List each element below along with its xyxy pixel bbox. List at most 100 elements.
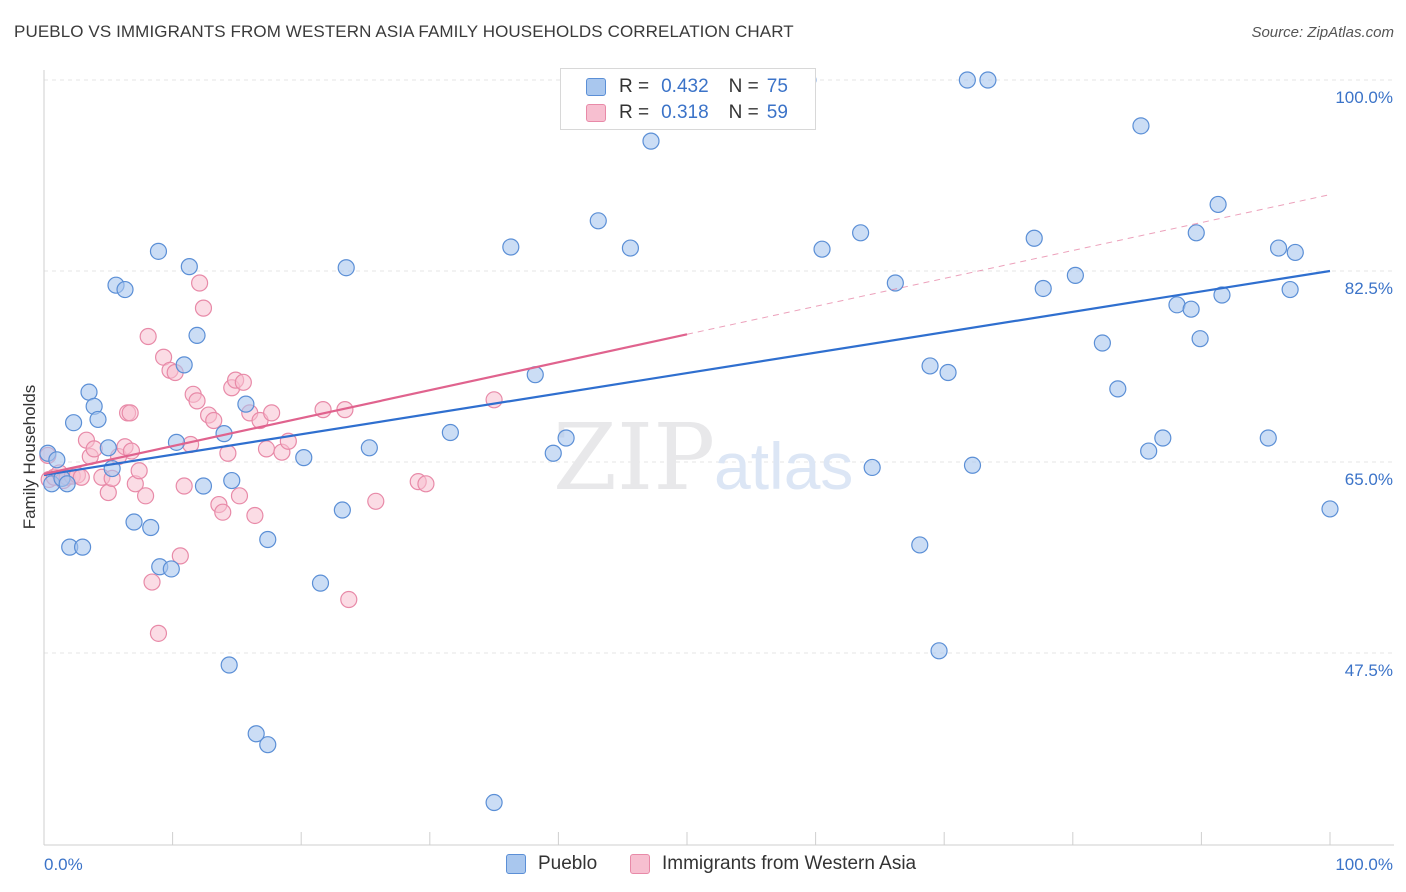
- pueblo-point: [175, 356, 193, 374]
- pueblo-point: [142, 518, 160, 537]
- legend-r-label: R =: [619, 102, 650, 123]
- immigrants-trend-extension: [686, 194, 1331, 335]
- pueblo-point: [544, 444, 562, 462]
- pueblo-point: [1132, 117, 1150, 135]
- pueblo-point: [295, 449, 313, 467]
- pueblo-point: [223, 471, 241, 490]
- pueblo-swatch-icon: [586, 78, 606, 96]
- x-tick-marks: [43, 832, 1331, 845]
- pueblo-point: [1191, 330, 1209, 348]
- legend-series-name: Pueblo: [538, 853, 598, 874]
- immigrants-point: [191, 274, 209, 292]
- immigrants-trend-line: [43, 333, 688, 476]
- pueblo-point: [1140, 442, 1158, 460]
- immigrants-legend-icon: [630, 854, 650, 874]
- legend-n-value: 75: [766, 76, 788, 97]
- immigrants-point: [85, 440, 103, 458]
- pueblo-point: [1093, 334, 1111, 352]
- immigrants-point: [214, 503, 232, 521]
- pueblo-point: [1209, 195, 1227, 214]
- pueblo-point: [259, 736, 277, 754]
- gridlines: [44, 79, 1394, 654]
- immigrants-point: [171, 547, 189, 565]
- immigrants-point: [230, 487, 249, 505]
- immigrants-point: [234, 373, 252, 391]
- immigrants-point: [149, 624, 168, 642]
- immigrants-point: [263, 404, 281, 422]
- immigrants-point: [194, 299, 213, 317]
- bottom-legend-immigrants: Immigrants from Western Asia: [630, 852, 916, 876]
- pueblo-point: [73, 538, 92, 556]
- legend-row-pueblo: R = 0.432 N = 75: [586, 75, 788, 99]
- pueblo-point: [1182, 300, 1200, 318]
- pueblo-point: [188, 326, 206, 344]
- immigrants-point: [246, 506, 264, 525]
- legend-row-immigrants: R = 0.318 N = 59: [586, 101, 788, 125]
- chart-title: PUEBLO VS IMMIGRANTS FROM WESTERN ASIA F…: [14, 22, 794, 41]
- x-tick-label-min: 0.0%: [44, 855, 83, 874]
- immigrants-swatch-icon: [586, 104, 606, 122]
- legend-r-value: 0.318: [661, 102, 709, 123]
- pueblo-point: [502, 238, 520, 256]
- watermark-zip: ZIP: [553, 404, 715, 511]
- pueblo-point: [162, 560, 180, 578]
- pueblo-point: [333, 501, 351, 519]
- y-tick-label: 100.0%: [1335, 88, 1393, 107]
- pueblo-point: [886, 274, 904, 292]
- pueblo-point: [80, 383, 98, 401]
- pueblo-point: [167, 433, 186, 451]
- pueblo-point: [58, 475, 76, 493]
- pueblo-point: [220, 656, 238, 674]
- immigrants-point: [99, 483, 117, 502]
- legend-series-name: Immigrants from Western Asia: [662, 853, 917, 874]
- immigrants-point: [130, 462, 148, 480]
- y-tick-label: 47.5%: [1345, 661, 1393, 680]
- pueblo-point: [259, 530, 277, 549]
- pueblo-point: [1259, 429, 1277, 447]
- pueblo-point: [89, 410, 107, 429]
- y-axis-label: Family Households: [20, 385, 39, 530]
- pueblo-point: [1034, 279, 1052, 298]
- trend-lines: [43, 194, 1331, 477]
- legend-r-label: R =: [619, 76, 650, 97]
- pueblo-legend-icon: [506, 854, 526, 874]
- pueblo-point: [852, 224, 870, 242]
- immigrants-point: [139, 327, 157, 346]
- pueblo-point: [589, 212, 607, 230]
- immigrants-point: [257, 440, 276, 458]
- pueblo-point: [621, 239, 640, 257]
- pueblo-point: [863, 458, 881, 477]
- pueblo-point: [939, 363, 957, 382]
- pueblo-point: [557, 429, 575, 447]
- pueblo-point: [1025, 229, 1043, 247]
- pueblo-point: [237, 395, 255, 413]
- legend-n-value: 59: [766, 102, 788, 123]
- watermark: ZIP atlas: [553, 404, 853, 511]
- pueblo-point: [1187, 224, 1205, 242]
- pueblo-point: [979, 71, 997, 89]
- pueblo-point: [48, 451, 66, 469]
- y-tick-label: 82.5%: [1345, 279, 1393, 298]
- bottom-legend-pueblo: Pueblo: [506, 852, 597, 876]
- pueblo-point: [1281, 280, 1299, 299]
- pueblo-point: [64, 414, 83, 432]
- pueblo-point: [1168, 296, 1186, 314]
- pueblo-point: [963, 456, 982, 474]
- pueblo-point: [1109, 380, 1127, 398]
- pueblo-point: [116, 280, 134, 299]
- pueblo-point: [813, 240, 831, 258]
- immigrants-point: [340, 590, 358, 609]
- pueblo-point: [1066, 266, 1084, 284]
- immigrants-point: [417, 475, 435, 493]
- watermark-atlas: atlas: [714, 429, 853, 503]
- immigrants-point: [188, 392, 206, 410]
- pueblo-point: [642, 132, 660, 150]
- pueblo-point: [99, 439, 117, 457]
- immigrants-point: [143, 573, 161, 591]
- y-tick-label: 65.0%: [1345, 470, 1393, 489]
- x-tick-label-max: 100.0%: [1335, 855, 1393, 874]
- immigrants-point: [175, 477, 193, 495]
- pueblo-point: [360, 439, 378, 457]
- pueblo-point: [1321, 500, 1339, 518]
